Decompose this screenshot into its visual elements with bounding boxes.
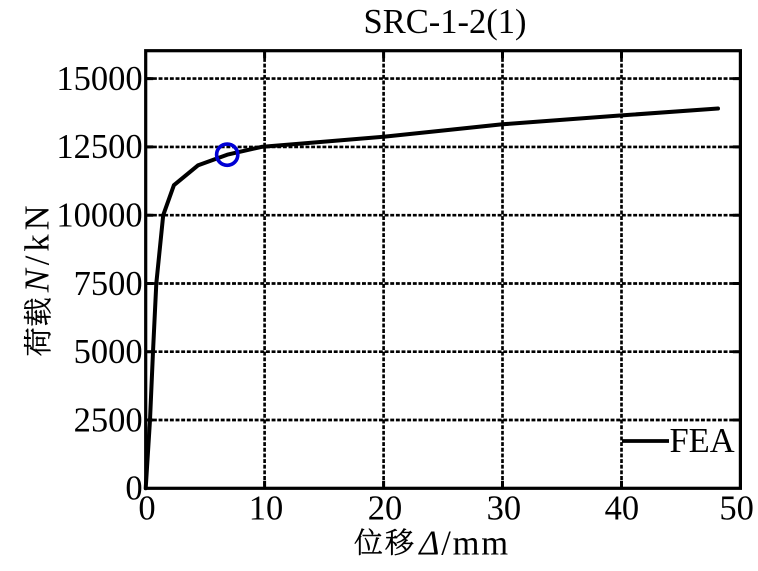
- svg-text:FEA: FEA: [670, 422, 735, 460]
- svg-text:N/kN: N/kN: [18, 201, 56, 293]
- svg-text:2500: 2500: [74, 401, 143, 439]
- svg-text:10: 10: [249, 490, 284, 528]
- svg-text:10000: 10000: [56, 197, 142, 235]
- svg-text:12500: 12500: [56, 128, 142, 166]
- svg-text:5000: 5000: [74, 333, 143, 371]
- svg-text:20: 20: [368, 490, 403, 528]
- svg-text:15000: 15000: [56, 60, 142, 98]
- svg-text:Δ/mm: Δ/mm: [417, 525, 510, 563]
- svg-text:0: 0: [138, 490, 155, 528]
- svg-text:7500: 7500: [74, 265, 143, 303]
- svg-text:50: 50: [719, 490, 754, 528]
- svg-text:30: 30: [487, 490, 522, 528]
- svg-text:SRC-1-2(1): SRC-1-2(1): [364, 3, 527, 41]
- svg-text:0: 0: [125, 470, 142, 508]
- svg-text:40: 40: [605, 490, 640, 528]
